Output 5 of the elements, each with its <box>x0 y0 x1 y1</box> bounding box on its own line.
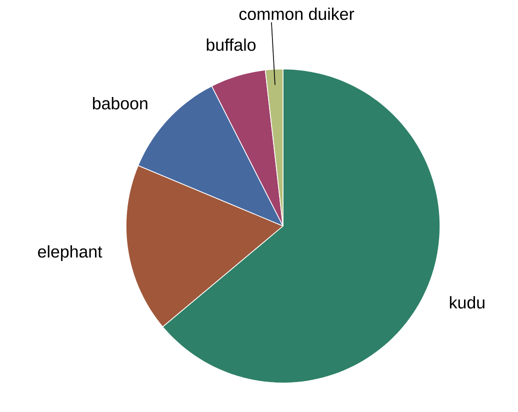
slice-label: buffalo <box>206 38 256 51</box>
slice-label: baboon <box>92 97 148 110</box>
slice-label: common duiker <box>239 8 354 20</box>
slice-label: kudu <box>450 296 484 309</box>
slice-label: elephant <box>38 245 102 262</box>
